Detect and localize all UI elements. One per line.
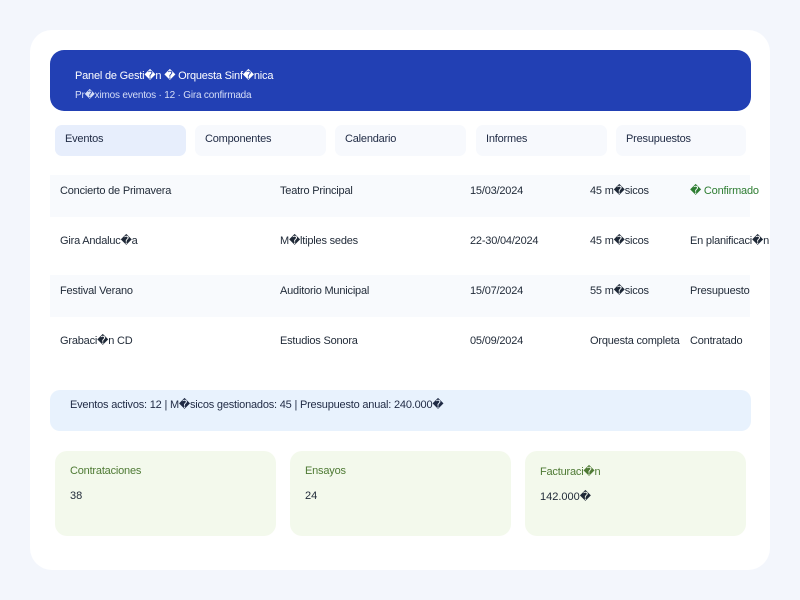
event-name: Concierto de Primavera [60, 185, 172, 197]
event-venue: M�ltiples sedes [280, 235, 358, 247]
dashboard-card: Panel de Gesti�n � Orquesta Sinf�nica Pr… [30, 30, 770, 570]
tab-calendario[interactable]: Calendario [335, 125, 466, 156]
status-badge: Presupuesto [690, 285, 750, 297]
tab-eventos[interactable]: Eventos [55, 125, 186, 156]
event-musicians: 55 m�sicos [590, 285, 649, 297]
event-venue: Estudios Sonora [280, 335, 358, 347]
table-row[interactable]: Festival Verano Auditorio Municipal 15/0… [50, 275, 750, 317]
stat-value: 142.000� [540, 491, 592, 503]
summary-bar: Eventos activos: 12 | M�sicos gestionado… [50, 390, 751, 431]
event-musicians: 45 m�sicos [590, 185, 649, 197]
stat-label: Ensayos [305, 465, 346, 477]
tab-bar: Eventos Componentes Calendario Informes … [55, 125, 750, 156]
event-name: Festival Verano [60, 285, 133, 297]
stat-value: 24 [305, 490, 318, 502]
stat-value: 38 [70, 490, 83, 502]
event-date: 05/09/2024 [470, 335, 524, 347]
event-date: 22-30/04/2024 [470, 235, 539, 247]
event-venue: Teatro Principal [280, 185, 353, 197]
stat-label: Facturaci�n [540, 466, 601, 478]
tab-componentes[interactable]: Componentes [195, 125, 326, 156]
stat-card-contrataciones: Contrataciones 38 [55, 451, 276, 536]
stat-card-facturacion: Facturaci�n 142.000� [525, 451, 746, 536]
event-musicians: 45 m�sicos [590, 235, 649, 247]
table-row[interactable]: Concierto de Primavera Teatro Principal … [50, 175, 759, 217]
status-badge: � Confirmado [690, 185, 759, 197]
event-name: Gira Andaluc�a [60, 235, 138, 247]
table-row[interactable]: Grabaci�n CD Estudios Sonora 05/09/2024 … [50, 325, 750, 367]
event-date: 15/07/2024 [470, 285, 524, 297]
status-badge: En planificaci�n [690, 235, 770, 247]
page-title: Panel de Gesti�n � Orquesta Sinf�nica [75, 70, 274, 82]
stat-label: Contrataciones [70, 465, 142, 477]
tab-informes[interactable]: Informes [476, 125, 607, 156]
status-badge: Contratado [690, 335, 743, 347]
stat-card-ensayos: Ensayos 24 [290, 451, 511, 536]
table-row[interactable]: Gira Andaluc�a M�ltiples sedes 22-30/04/… [50, 225, 769, 267]
page-subtitle: Pr�ximos eventos · 12 · Gira confirmada [75, 90, 252, 101]
tab-presupuestos[interactable]: Presupuestos [616, 125, 746, 156]
event-venue: Auditorio Municipal [280, 285, 370, 297]
event-name: Grabaci�n CD [60, 335, 133, 347]
header-banner: Panel de Gesti�n � Orquesta Sinf�nica Pr… [50, 50, 751, 111]
event-musicians: Orquesta completa [590, 335, 680, 347]
stats-cards: Contrataciones 38 Ensayos 24 Facturaci�n… [55, 451, 746, 536]
event-date: 15/03/2024 [470, 185, 524, 197]
